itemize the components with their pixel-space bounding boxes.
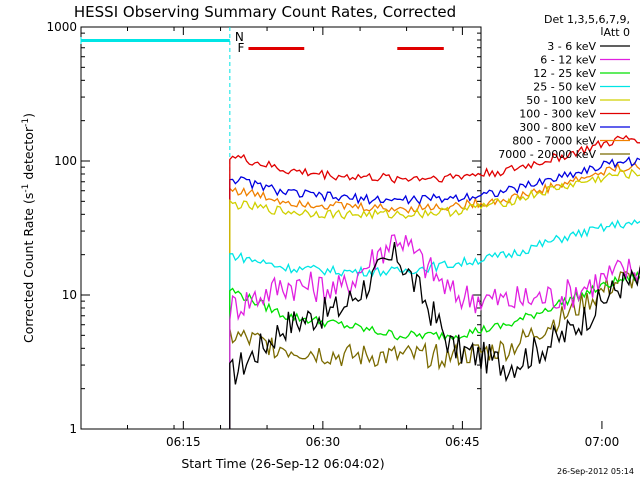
y-axis-label: Corrected Count Rate (s-1 detector-1) [21,113,36,343]
legend-header-line2: Att 0 [604,26,630,39]
y-axis-label-part1: Corrected Count Rate (s [21,193,36,343]
y-tick-labels: 1 10 100 1000 [46,20,77,436]
series-line [229,168,640,429]
x-tick-label: 06:15 [166,435,201,449]
chart-title: HESSI Observing Summary Count Rates, Cor… [74,3,456,21]
night-flag-bar [81,39,230,42]
flare-flag-bar [397,47,444,50]
flag-bars: NF [80,30,444,55]
flare-flag-label: F [237,41,244,55]
legend-label: 800 - 7000 keV [512,135,596,148]
y-axis-label-sup1: -1 [21,184,31,193]
plot-frame [80,26,482,430]
x-tick-label: 07:00 [585,435,620,449]
timestamp: 26-Sep-2012 05:14 [557,467,634,476]
legend-label: 50 - 100 keV [526,94,596,107]
flare-flag-bar [248,47,305,50]
y-axis-label-part3: ) [21,113,36,118]
legend-label: 6 - 12 keV [540,54,596,67]
legend-label: 7000 - 20000 keV [498,148,596,161]
series-line [229,241,640,429]
series-line [229,270,640,429]
series-line [229,265,640,429]
y-axis-label-part2: detector [21,126,36,184]
legend-label: 12 - 25 keV [533,67,596,80]
night-flag-label: N [235,30,244,44]
series-line [229,234,640,429]
night-boundaries [229,27,231,429]
x-axis-label: Start Time (26-Sep-12 06:04:02) [181,456,384,471]
y-tick-label: 1000 [46,20,77,34]
legend-label: 3 - 6 keV [547,40,596,53]
series-lines [229,134,640,429]
series-line [229,161,640,429]
legend-label: 300 - 800 keV [519,121,596,134]
y-axis-label-sup2: -1 [21,118,31,127]
series-line [229,156,640,429]
legend-label: 100 - 300 keV [519,108,596,121]
legend-header-line1: Det 1,3,5,6,7,9, [544,13,630,26]
y-tick-label: 100 [54,154,77,168]
x-tick-label: 06:30 [306,435,341,449]
series-line [229,134,640,429]
legend-label: 25 - 50 keV [533,81,596,94]
x-tick-label: 06:45 [445,435,480,449]
y-tick-label: 10 [62,288,77,302]
y-tick-label: 1 [69,422,77,436]
series-line [229,219,640,429]
